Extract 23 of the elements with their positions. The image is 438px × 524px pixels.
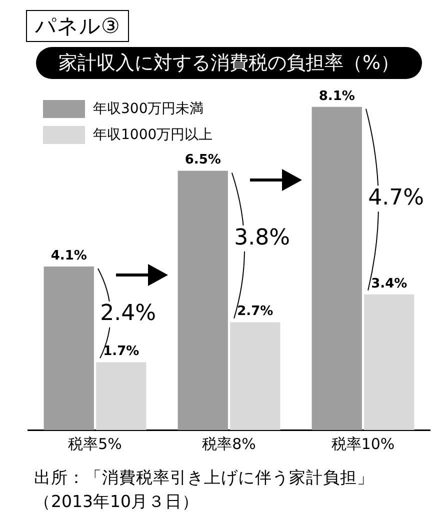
data-label: 3.4% [371, 276, 408, 292]
annotation: 4.7% [368, 185, 424, 210]
x-tick-label: 税率8% [202, 434, 256, 453]
data-label: 1.7% [103, 344, 140, 360]
annotation: 2.4% [100, 301, 156, 326]
data-label: 2.7% [237, 304, 274, 320]
text: 出所：「消費税率引き上げに伴う家計負担」（2013年10月３日） [34, 467, 375, 513]
legend-label: 年収1000万円以上 [93, 126, 213, 144]
bar [178, 170, 228, 430]
data-label: 4.1% [50, 248, 87, 264]
x-tick-label: 税率5% [68, 434, 122, 453]
chart-title: 家計収入に対する消費税の負担率（%） [36, 47, 422, 79]
bar [312, 106, 362, 430]
legend-label: 年収300万円未満 [93, 100, 204, 118]
x-tick-label: 税率10% [331, 434, 395, 453]
text: パネル③ [26, 10, 129, 42]
bar [96, 362, 146, 430]
bar [230, 322, 280, 430]
data-label: 8.1% [318, 88, 355, 104]
annotation: 3.8% [234, 225, 290, 250]
data-label: 6.5% [184, 152, 221, 168]
bar [44, 266, 94, 430]
bar [364, 294, 414, 430]
